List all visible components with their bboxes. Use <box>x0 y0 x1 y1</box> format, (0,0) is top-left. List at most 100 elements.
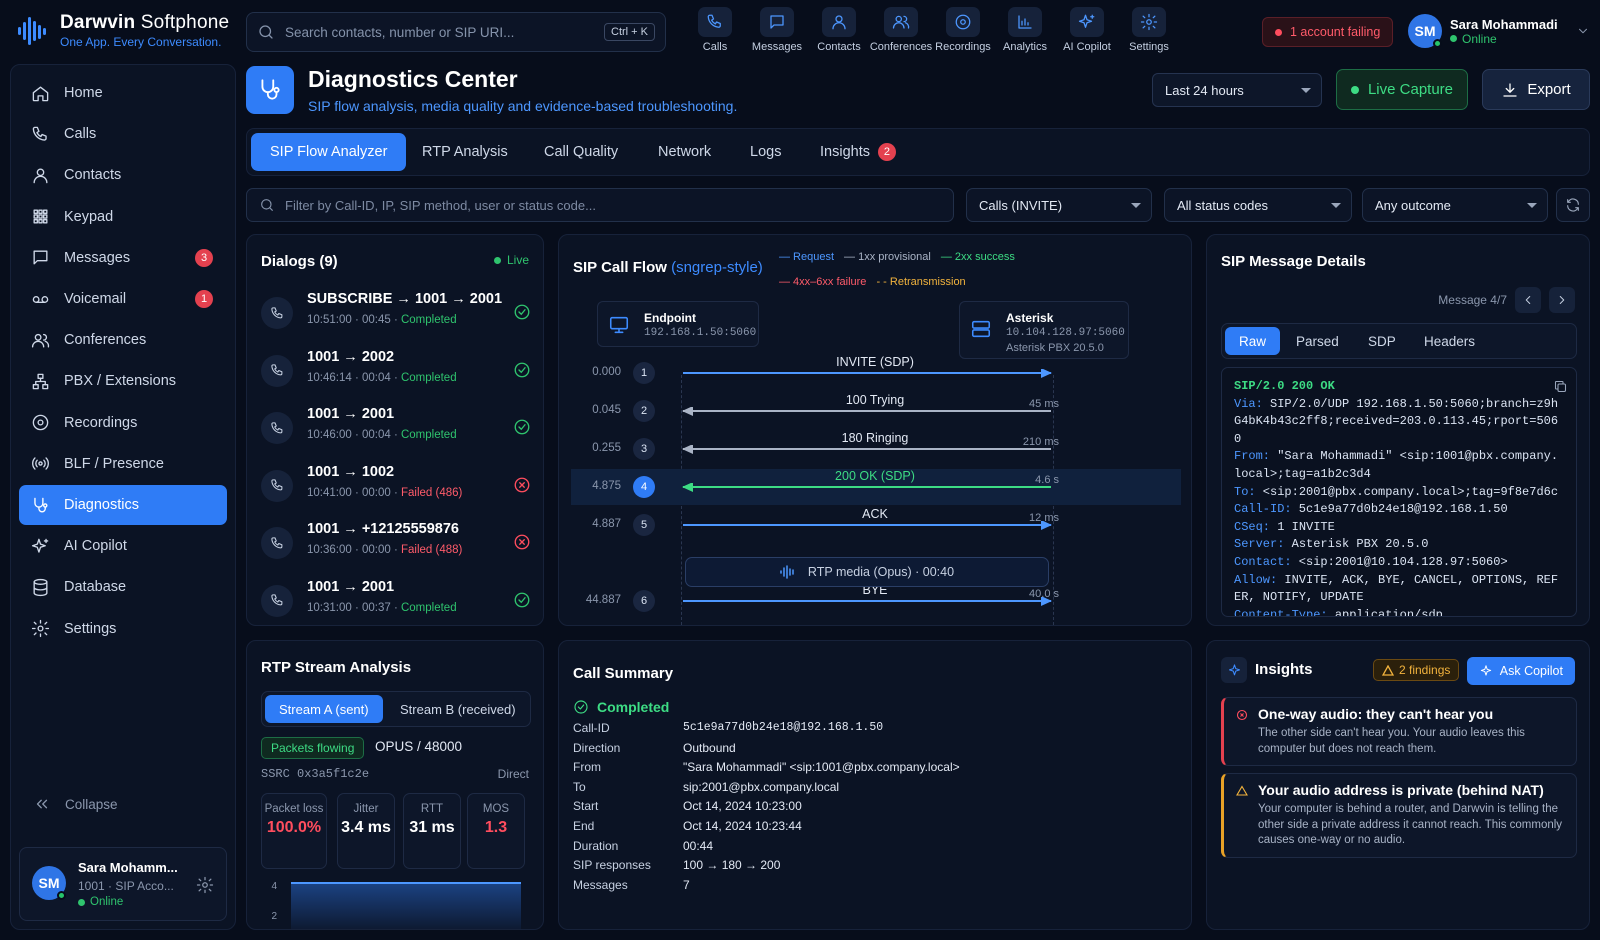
details-tab-parsed[interactable]: Parsed <box>1296 333 1339 349</box>
collapse-button[interactable]: Collapse <box>33 795 118 813</box>
topnav-ai-copilot[interactable]: AI Copilot <box>1056 7 1118 53</box>
dialog-row[interactable]: 1001 → 2001 10:46:00 · 00:04 · Completed <box>261 404 531 456</box>
chevron-left-icon <box>1525 296 1531 304</box>
time-range-select[interactable]: Last 24 hours <box>1152 73 1322 107</box>
jitter-sparkline: 4 2 <box>271 881 521 929</box>
sip-message-row[interactable]: 4.887 5 ACK 12 ms <box>571 507 1181 543</box>
summary-value: sip:2001@pbx.company.local <box>683 779 840 794</box>
topnav-messages[interactable]: Messages <box>746 7 808 53</box>
warning-icon <box>1236 785 1248 796</box>
app-title: Darwvin Softphone <box>60 12 230 33</box>
sidebar-item-settings[interactable]: Settings <box>19 609 227 649</box>
refresh-button[interactable] <box>1556 188 1590 222</box>
filter-input[interactable] <box>285 197 941 213</box>
sip-message-row[interactable]: 0.045 2 100 Trying 45 ms <box>571 393 1181 429</box>
user-icon <box>33 168 48 184</box>
sidebar-item-calls[interactable]: Calls <box>19 114 227 154</box>
dialog-row[interactable]: 1001 → +12125559876 10:36:00 · 00:00 · Fa… <box>261 519 531 571</box>
topnav-icon-box <box>698 7 732 37</box>
account-failing-alert[interactable]: 1 account failing <box>1262 17 1394 47</box>
message-number: 5 <box>633 514 655 536</box>
topnav-recordings[interactable]: Recordings <box>932 7 994 53</box>
sip-header-value: SIP/2.0/UDP 192.168.1.50:5060;branch=z9h… <box>1234 396 1559 446</box>
sip-message-row[interactable]: 0.000 1 INVITE (SDP) <box>571 355 1181 391</box>
sidebar-item-voicemail[interactable]: Voicemail 1 <box>19 279 227 319</box>
sparkle-icon <box>1221 657 1247 683</box>
topnav-conferences[interactable]: Conferences <box>870 7 932 53</box>
sidebar-item-contacts[interactable]: Contacts <box>19 155 227 195</box>
topnav-analytics[interactable]: Analytics <box>994 7 1056 53</box>
users-icon <box>31 333 50 348</box>
tab-insights[interactable]: Insights 2 <box>801 133 915 171</box>
insight-card[interactable]: Your audio address is private (behind NA… <box>1221 773 1577 858</box>
global-search[interactable]: Ctrl + K <box>246 12 666 52</box>
sip-header-value: "Sara Mohammadi" <sip:1001@pbx.company.l… <box>1234 449 1559 481</box>
sidebar-item-diagnostics[interactable]: Diagnostics <box>19 485 227 525</box>
live-capture-button[interactable]: Live Capture <box>1336 69 1468 110</box>
prev-message-button[interactable] <box>1515 287 1541 313</box>
message-arrow <box>682 445 1051 454</box>
search-input[interactable] <box>285 24 595 40</box>
tab-logs[interactable]: Logs <box>731 133 800 171</box>
sip-message-row[interactable]: 44.887 6 BYE 40.0 s <box>571 583 1181 619</box>
sidebar-item-blf-presence[interactable]: BLF / Presence <box>19 444 227 484</box>
tab-network[interactable]: Network <box>639 133 730 171</box>
sip-message-row[interactable]: 0.255 3 180 Ringing 210 ms <box>571 431 1181 467</box>
findings-badge: 2 findings <box>1373 659 1460 681</box>
topnav-icon-box <box>884 7 918 37</box>
tab-sip-flow-analyzer[interactable]: SIP Flow Analyzer <box>251 133 407 171</box>
tab-rtp-analysis[interactable]: RTP Analysis <box>403 133 527 171</box>
dialog-row[interactable]: 1001 → 2001 10:31:00 · 00:37 · Completed <box>261 577 531 626</box>
details-tab-headers[interactable]: Headers <box>1424 333 1476 349</box>
gear-icon[interactable] <box>196 876 214 894</box>
sidebar-item-pbx-extensions[interactable]: PBX / Extensions <box>19 361 227 401</box>
message-time: 4.887 <box>592 518 621 530</box>
sidebar-item-conferences[interactable]: Conferences <box>19 320 227 360</box>
audio-wave-icon <box>780 565 794 579</box>
stream-b-tab[interactable]: Stream B (received) <box>400 701 516 717</box>
status-filter-select[interactable]: All status codes <box>1164 188 1352 222</box>
sidebar-item-label: Conferences <box>64 332 147 349</box>
next-message-button[interactable] <box>1549 287 1575 313</box>
summary-title: Call Summary <box>573 665 674 682</box>
rtp-stat-rtt: RTT 31 ms <box>403 793 461 869</box>
live-indicator: Live <box>493 253 529 267</box>
sip-message-row[interactable]: 4.875 4 200 OK (SDP) 4.6 s <box>571 469 1181 505</box>
stat-value: 1.3 <box>484 819 508 836</box>
sidebar-item-home[interactable]: Home <box>19 73 227 113</box>
legend-item: — Request <box>779 251 835 263</box>
dialog-title: 1001 → 2001 <box>307 578 395 595</box>
details-tab-sdp[interactable]: SDP <box>1368 333 1396 349</box>
sidebar-item-keypad[interactable]: Keypad <box>19 197 227 237</box>
user-menu[interactable]: SM Sara Mohammadi Online <box>1408 14 1590 48</box>
ask-copilot-button[interactable]: Ask Copilot <box>1466 657 1575 685</box>
insight-card[interactable]: One-way audio: they can't hear you The ot… <box>1221 697 1577 766</box>
outcome-filter-select[interactable]: Any outcome <box>1362 188 1548 222</box>
stat-value: 100.0% <box>266 819 322 836</box>
sidebar-item-recordings[interactable]: Recordings <box>19 403 227 443</box>
copy-icon[interactable] <box>1553 379 1568 394</box>
legend-item: — 2xx success <box>940 251 1015 263</box>
topnav-contacts[interactable]: Contacts <box>808 7 870 53</box>
waveform-logo-icon <box>18 16 46 45</box>
download-icon <box>1503 82 1517 97</box>
topnav-label: Settings <box>1129 41 1169 53</box>
dialog-row[interactable]: 1001 → 2002 10:46:14 · 00:04 · Completed <box>261 347 531 399</box>
phone-icon <box>707 14 721 28</box>
ssrc-label: SSRC 0x3a5f1c2e <box>261 767 370 781</box>
sidebar-item-ai-copilot[interactable]: AI Copilot <box>19 526 227 566</box>
export-button[interactable]: Export <box>1482 69 1590 110</box>
tab-call-quality[interactable]: Call Quality <box>525 133 637 171</box>
filter-bar[interactable] <box>246 188 954 222</box>
sip-header-line: Allow: INVITE, ACK, BYE, CANCEL, OPTIONS… <box>1234 572 1564 607</box>
stream-a-tab[interactable]: Stream A (sent) <box>265 695 383 723</box>
topnav-settings[interactable]: Settings <box>1118 7 1180 53</box>
sidebar-item-messages[interactable]: Messages 3 <box>19 238 227 278</box>
topnav-calls[interactable]: Calls <box>684 7 746 53</box>
dialog-row[interactable]: 1001 → 1002 10:41:00 · 00:00 · Failed (48… <box>261 462 531 514</box>
details-tab-raw[interactable]: Raw <box>1225 327 1281 355</box>
sidebar-item-database[interactable]: Database <box>19 567 227 607</box>
type-filter-select[interactable]: Calls (INVITE) <box>966 188 1152 222</box>
sidebar-user-card[interactable]: SM Sara Mohamm... 1001 · SIP Acco... Onl… <box>19 847 227 921</box>
dialog-row[interactable]: SUBSCRIBE → 1001 → 2001 10:51:00 · 00:45 … <box>261 289 531 341</box>
